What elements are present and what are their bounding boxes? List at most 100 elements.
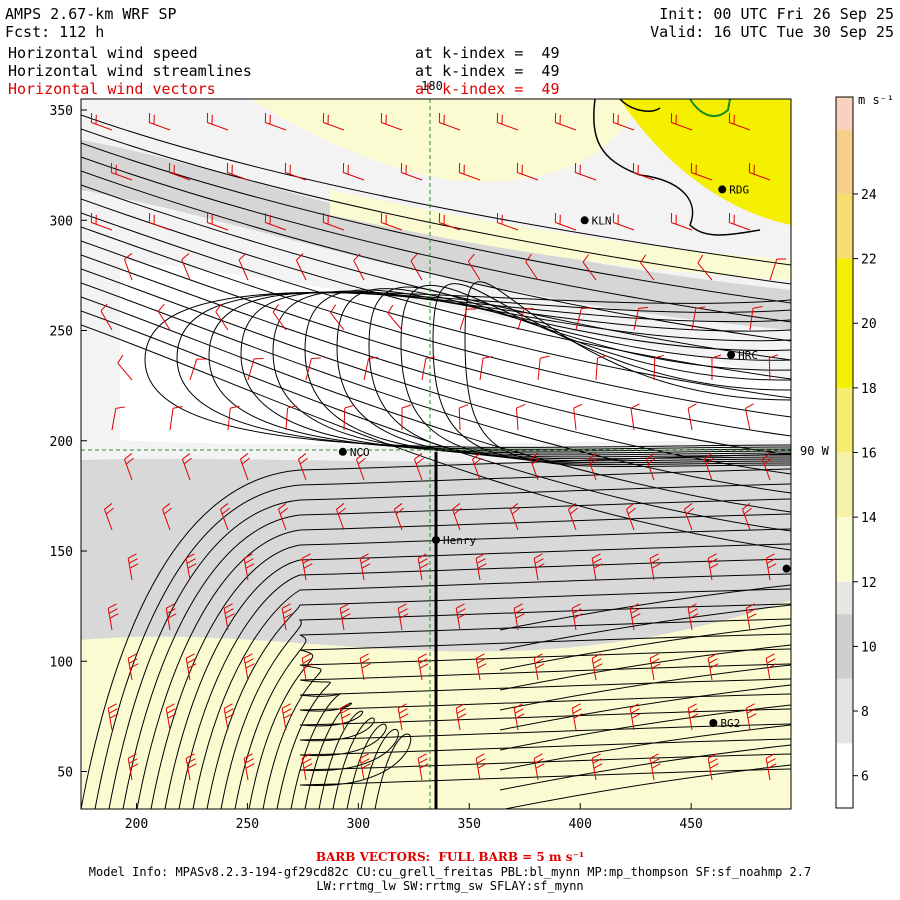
streamline <box>299 729 791 809</box>
wind-barb <box>745 703 757 731</box>
coastline <box>593 99 761 236</box>
wind-barb <box>554 112 577 131</box>
wind-barb <box>157 303 171 331</box>
wind-barb <box>301 553 313 581</box>
wind-barb <box>104 503 114 531</box>
wind-barb <box>380 212 403 231</box>
wind-barb <box>387 304 403 331</box>
wind-barb <box>769 258 787 281</box>
wind-barb <box>742 503 752 531</box>
wind-barb <box>704 453 714 481</box>
colorbar-band <box>836 97 853 130</box>
wind-barb <box>612 212 635 231</box>
wind-barb <box>533 553 545 581</box>
wind-barb <box>670 112 693 131</box>
streamline <box>81 212 791 399</box>
streamline <box>499 684 791 731</box>
wind-barb <box>281 703 293 731</box>
station-label: RDG <box>729 183 749 196</box>
wind-barb <box>400 162 423 181</box>
wind-barb <box>670 212 693 231</box>
streamline <box>272 290 791 456</box>
wind-barb <box>459 308 477 331</box>
wind-barb <box>111 406 126 431</box>
wind-barb <box>90 212 113 231</box>
streamline <box>206 588 791 809</box>
wind-barb <box>124 253 133 281</box>
wind-barb <box>227 405 240 431</box>
wind-barb <box>394 503 404 531</box>
streamline <box>299 723 791 809</box>
wind-barb <box>765 653 777 681</box>
wind-barb <box>417 653 429 681</box>
wind-barb <box>455 603 467 631</box>
streamline <box>502 764 791 809</box>
streamline <box>299 717 791 809</box>
streamline <box>178 558 791 809</box>
wind-barb <box>629 603 641 631</box>
wind-barb <box>168 162 191 181</box>
wind-barb <box>765 553 777 581</box>
wind-barb <box>728 212 751 231</box>
plot-frame <box>80 98 792 810</box>
wind-barb <box>162 503 172 531</box>
streamline <box>299 708 791 809</box>
station-marker <box>782 564 791 573</box>
wind-barb <box>707 753 719 781</box>
wind-barb <box>640 254 655 281</box>
wind-barb <box>247 357 264 381</box>
colorbar-tick-label: 14 <box>861 511 877 526</box>
wind-barb <box>359 553 371 581</box>
wind-barb <box>240 453 250 481</box>
streamline <box>299 693 791 809</box>
wind-barb <box>417 753 429 781</box>
colorbar-band <box>836 193 853 259</box>
wind-barb <box>185 753 197 781</box>
wind-barb <box>397 703 409 731</box>
wind-barb <box>243 753 255 781</box>
streamline <box>499 724 791 771</box>
wind-barb <box>117 354 133 381</box>
colorbar-band <box>836 517 853 582</box>
station-marker <box>580 216 589 225</box>
wind-barb <box>330 304 345 331</box>
streamline <box>81 128 791 285</box>
streamline <box>81 254 791 456</box>
wind-barb <box>339 603 351 631</box>
wind-barb <box>181 253 191 281</box>
streamline <box>176 292 791 450</box>
colorbar-tick-label: 12 <box>861 576 877 591</box>
wind-barb <box>127 753 139 781</box>
wind-barb <box>573 403 583 431</box>
wind-barb <box>575 307 591 331</box>
wind-barb <box>533 753 545 781</box>
streamline <box>122 498 791 809</box>
wind-barb <box>298 453 308 481</box>
streamline <box>81 114 791 266</box>
colorbar-band <box>836 129 853 194</box>
wind-barb <box>343 404 355 431</box>
wind-barb <box>455 703 467 731</box>
x-tick-label: 350 <box>458 817 481 832</box>
wind-barb <box>359 753 371 781</box>
colorbar-tick-label: 24 <box>861 188 877 203</box>
wind-barb <box>107 703 119 731</box>
streamline <box>81 184 791 361</box>
wind-barb <box>574 162 597 181</box>
wind-barb <box>749 306 763 331</box>
speed-shade-top-yellow <box>250 99 640 182</box>
wind-barb <box>533 653 545 681</box>
y-tick-label: 100 <box>50 655 73 670</box>
colorbar-tick-label: 18 <box>861 382 877 397</box>
station-marker <box>727 350 736 359</box>
wind-barb <box>226 162 249 181</box>
streamline <box>81 226 791 418</box>
colorbar-tick-label: 10 <box>861 640 877 655</box>
streamline <box>240 291 791 454</box>
wind-barb <box>401 404 412 430</box>
streamline <box>304 289 791 458</box>
wind-barb <box>206 212 229 231</box>
colorbar-band <box>836 743 853 808</box>
wind-barb <box>215 303 229 331</box>
streamline <box>499 664 791 711</box>
